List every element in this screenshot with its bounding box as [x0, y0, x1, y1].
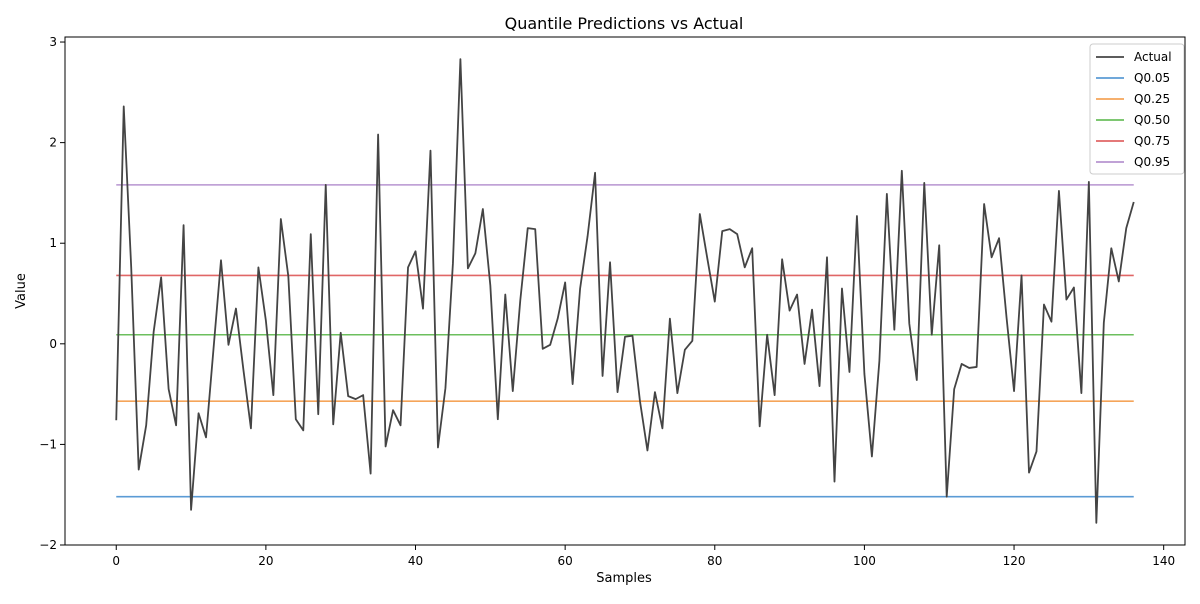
- y-tick-label: 2: [49, 136, 57, 150]
- legend-label: Q0.50: [1134, 113, 1170, 127]
- legend: Actual Q0.05 Q0.25 Q0.50 Q0.75 Q0.95: [1089, 43, 1185, 175]
- x-tick-label: 140: [1152, 554, 1175, 568]
- legend-label: Q0.05: [1134, 71, 1170, 85]
- x-tick-label: 80: [707, 554, 722, 568]
- series-line-actual: [115, 58, 1135, 524]
- x-tick-label: 60: [558, 554, 573, 568]
- x-tick-label: 0: [112, 554, 120, 568]
- y-tick-label: 0: [49, 337, 57, 351]
- y-tick-label: −2: [39, 538, 57, 552]
- x-tick-label: 20: [258, 554, 273, 568]
- plot-area: [115, 58, 1135, 524]
- plot-frame: [64, 36, 1186, 546]
- x-axis-label: Samples: [596, 571, 652, 586]
- y-axis-label: Value: [14, 273, 29, 309]
- chart-title: Quantile Predictions vs Actual: [505, 14, 744, 33]
- x-tick-label: 100: [853, 554, 876, 568]
- legend-label: Actual: [1134, 50, 1172, 64]
- y-tick-label: 3: [49, 35, 57, 49]
- x-tick-label: 40: [408, 554, 423, 568]
- y-tick-label: 1: [49, 236, 57, 250]
- axes: 0 20 40 60 80 100 120 140 −2 −1 0 1 2 3: [39, 35, 1186, 568]
- legend-label: Q0.75: [1134, 134, 1170, 148]
- x-tick-label: 120: [1003, 554, 1026, 568]
- legend-label: Q0.95: [1134, 155, 1170, 169]
- legend-label: Q0.25: [1134, 92, 1170, 106]
- y-tick-label: −1: [39, 437, 57, 451]
